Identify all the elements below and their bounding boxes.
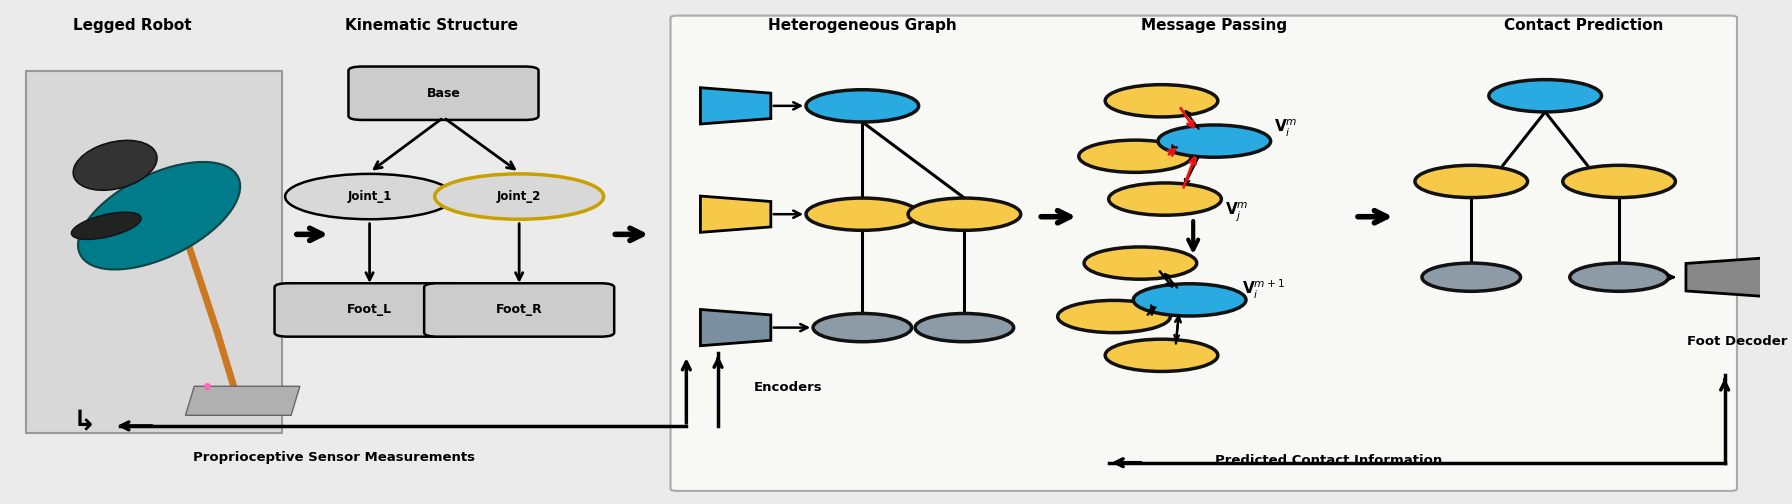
FancyBboxPatch shape — [274, 283, 464, 337]
Text: ↳: ↳ — [73, 408, 97, 436]
Ellipse shape — [285, 174, 453, 219]
Polygon shape — [701, 196, 771, 232]
Text: Message Passing: Message Passing — [1142, 18, 1287, 33]
Text: Joint_1: Joint_1 — [348, 190, 392, 203]
Text: Legged Robot: Legged Robot — [73, 18, 192, 33]
Circle shape — [1563, 165, 1676, 198]
Circle shape — [1106, 85, 1219, 117]
Circle shape — [909, 198, 1021, 230]
Text: Base: Base — [426, 87, 461, 100]
Ellipse shape — [72, 212, 142, 239]
FancyBboxPatch shape — [27, 71, 281, 433]
Text: Foot_L: Foot_L — [348, 303, 392, 317]
FancyBboxPatch shape — [348, 67, 539, 120]
Circle shape — [1489, 80, 1602, 112]
Text: Kinematic Structure: Kinematic Structure — [344, 18, 518, 33]
Polygon shape — [701, 88, 771, 124]
Text: $\mathbf{V}_i^{m+1}$: $\mathbf{V}_i^{m+1}$ — [1242, 278, 1285, 301]
Circle shape — [1423, 263, 1521, 291]
Text: Foot_R: Foot_R — [496, 303, 543, 317]
Circle shape — [1158, 125, 1271, 157]
Text: Joint_2: Joint_2 — [496, 190, 541, 203]
Text: Foot Decoder: Foot Decoder — [1686, 335, 1787, 348]
Circle shape — [1570, 263, 1668, 291]
Polygon shape — [1686, 258, 1770, 297]
Circle shape — [1416, 165, 1527, 198]
Circle shape — [1106, 339, 1219, 371]
Circle shape — [1057, 300, 1170, 333]
Text: Encoders: Encoders — [754, 381, 823, 394]
Circle shape — [806, 90, 919, 122]
Circle shape — [1079, 140, 1192, 172]
Text: Heterogeneous Graph: Heterogeneous Graph — [769, 18, 957, 33]
Ellipse shape — [73, 141, 158, 190]
FancyBboxPatch shape — [670, 16, 1736, 491]
FancyBboxPatch shape — [425, 283, 615, 337]
Circle shape — [1084, 247, 1197, 279]
Polygon shape — [186, 386, 299, 415]
Text: Predicted Contact Information: Predicted Contact Information — [1215, 454, 1443, 467]
Circle shape — [1109, 183, 1222, 215]
Text: $\mathbf{V}_j^m$: $\mathbf{V}_j^m$ — [1226, 200, 1249, 223]
Circle shape — [1133, 284, 1245, 316]
Circle shape — [916, 313, 1014, 342]
Circle shape — [806, 198, 919, 230]
Text: $\mathbf{V}_i^m$: $\mathbf{V}_i^m$ — [1274, 118, 1297, 139]
Text: Proprioceptive Sensor Measurements: Proprioceptive Sensor Measurements — [194, 451, 475, 464]
Ellipse shape — [435, 174, 604, 219]
Polygon shape — [701, 309, 771, 346]
Ellipse shape — [79, 162, 240, 270]
Text: Contact Prediction: Contact Prediction — [1503, 18, 1663, 33]
Circle shape — [814, 313, 912, 342]
